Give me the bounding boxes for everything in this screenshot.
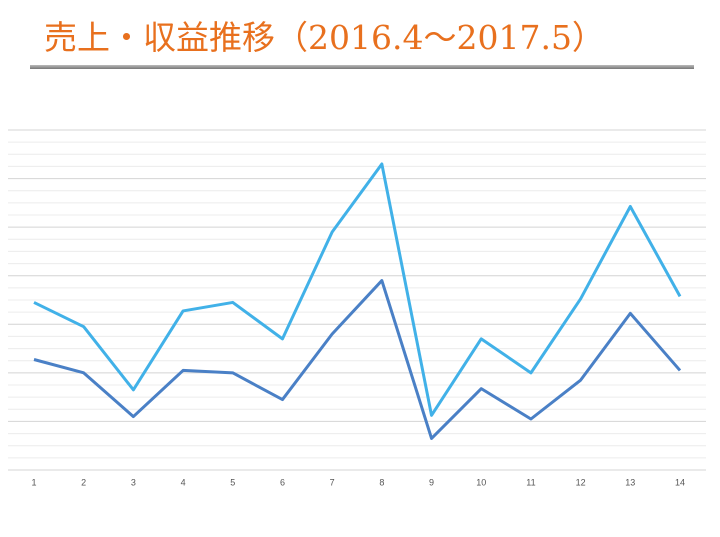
series-line bbox=[33, 162, 682, 417]
x-tick-label: 13 bbox=[625, 477, 635, 487]
x-tick-label: 1 bbox=[31, 477, 36, 487]
x-tick-label: 7 bbox=[330, 477, 335, 487]
x-tick-label: 10 bbox=[476, 477, 486, 487]
chart-title: 売上・収益推移（2016.4～2017.5） bbox=[44, 18, 605, 57]
x-tick-label: 11 bbox=[526, 477, 535, 487]
x-tick-label: 12 bbox=[576, 477, 586, 487]
x-tick-label: 8 bbox=[379, 477, 384, 487]
x-tick-label: 6 bbox=[280, 477, 285, 487]
x-tick-label: 14 bbox=[675, 477, 685, 487]
series-line bbox=[33, 279, 682, 440]
x-tick-label: 3 bbox=[131, 477, 136, 487]
x-tick-label: 5 bbox=[230, 477, 235, 487]
x-tick-label: 4 bbox=[181, 477, 186, 487]
title-underline bbox=[30, 65, 694, 69]
x-tick-label: 9 bbox=[429, 477, 434, 487]
x-tick-label: 2 bbox=[81, 477, 86, 487]
